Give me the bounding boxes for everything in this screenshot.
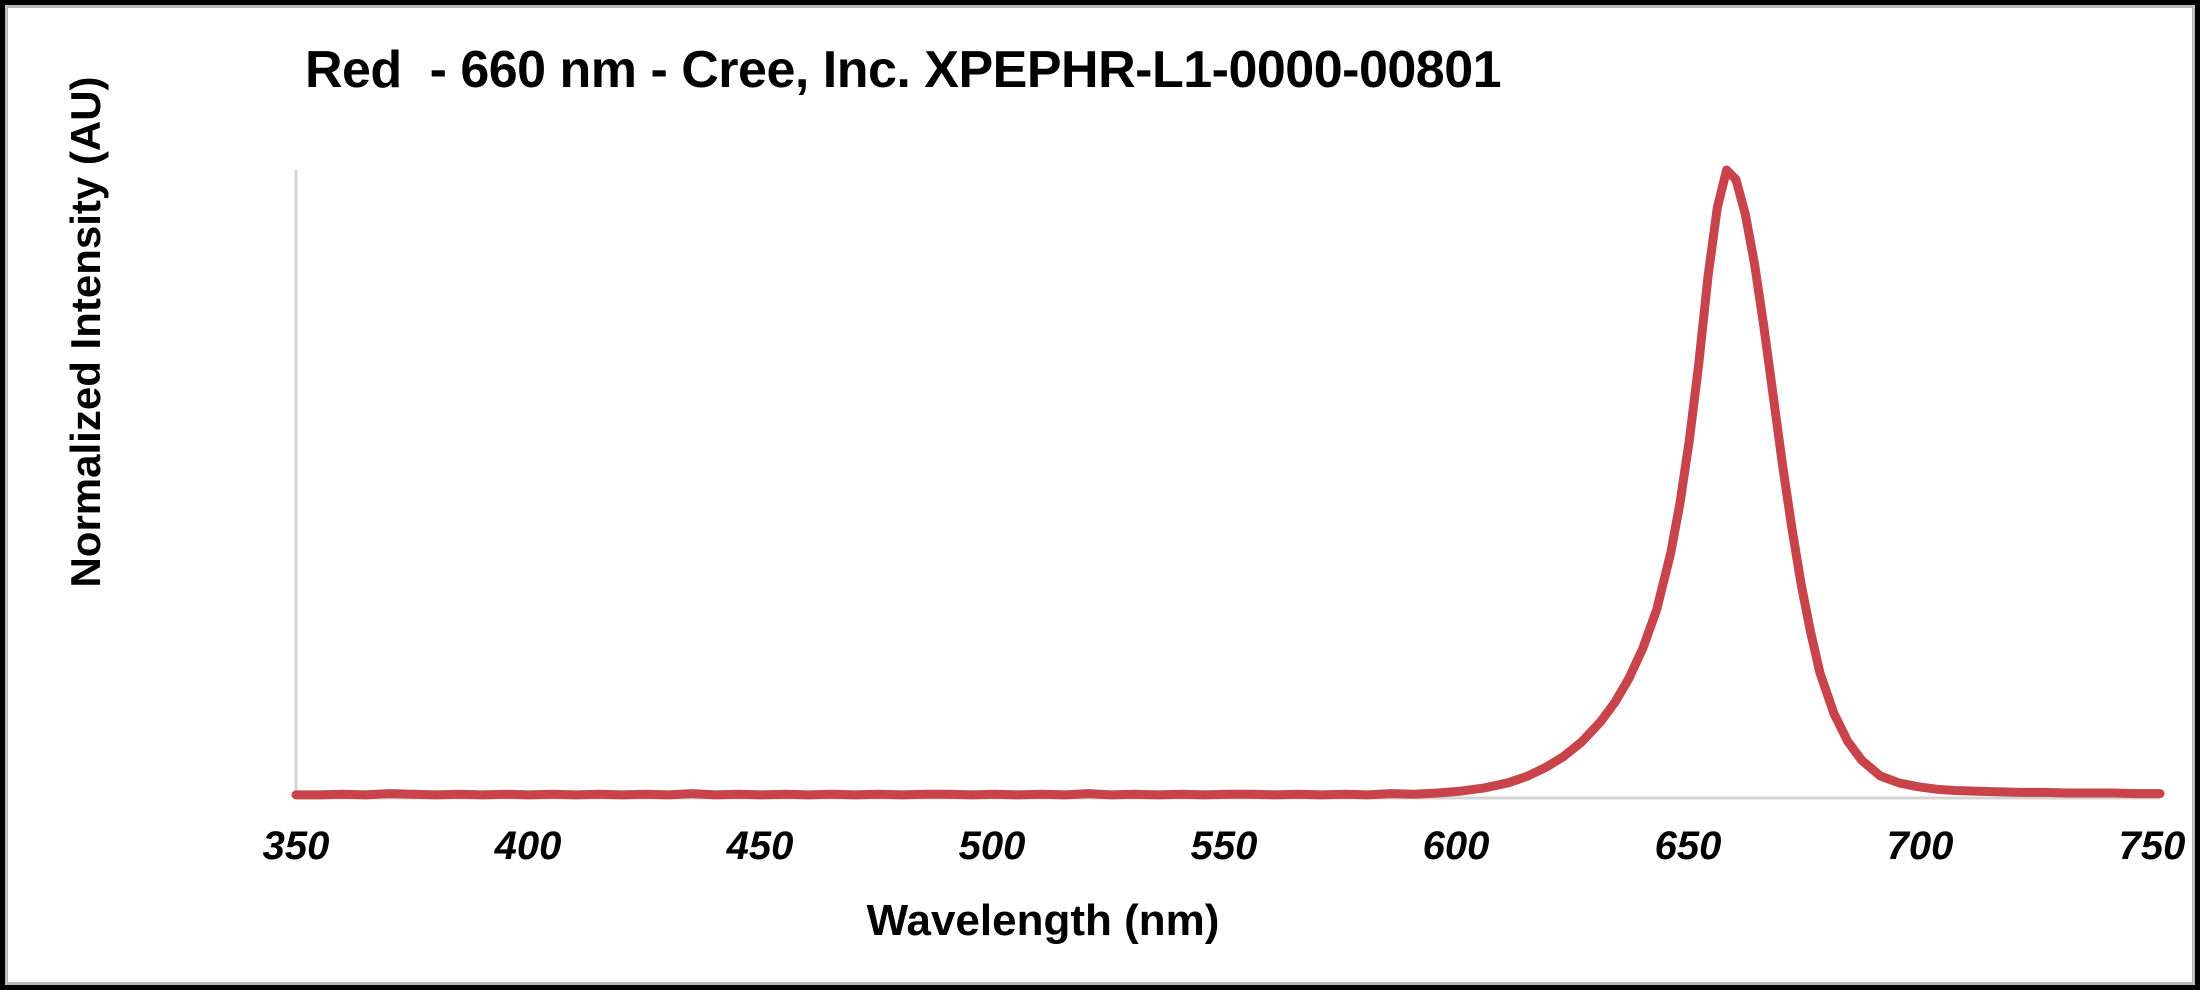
y-tick-label: 0.8 [0, 278, 2, 318]
y-tick-label: 0.2 [0, 652, 2, 692]
x-tick-label: 350 [262, 824, 330, 868]
x-tick-label: 450 [726, 824, 794, 868]
x-tick-label: 550 [1190, 824, 1258, 868]
x-tick-label: 650 [1654, 824, 1722, 868]
x-tick-label: 700 [1886, 824, 1954, 868]
page-title: Red - 660 nm - Cree, Inc. XPEPHR-L1-0000… [304, 41, 1502, 99]
spectrum-plot [291, 165, 2165, 800]
x-axis-label: Wavelength (nm) [866, 896, 1220, 945]
y-tick-label: 1 [0, 154, 2, 194]
x-tick-label: 600 [1422, 824, 1490, 868]
chart-plot-region: Red - 660 nm - Cree, Inc. XPEPHR-L1-0000… [0, 8, 2192, 982]
spectrum-curve [291, 165, 2165, 800]
x-tick-label: 750 [2118, 824, 2186, 868]
y-tick-label: 0 [0, 776, 2, 816]
y-tick-label: 0.6 [0, 403, 2, 443]
x-tick-label: 400 [494, 824, 562, 868]
x-tick-label: 500 [958, 824, 1026, 868]
y-tick-label: 0.4 [0, 527, 2, 567]
